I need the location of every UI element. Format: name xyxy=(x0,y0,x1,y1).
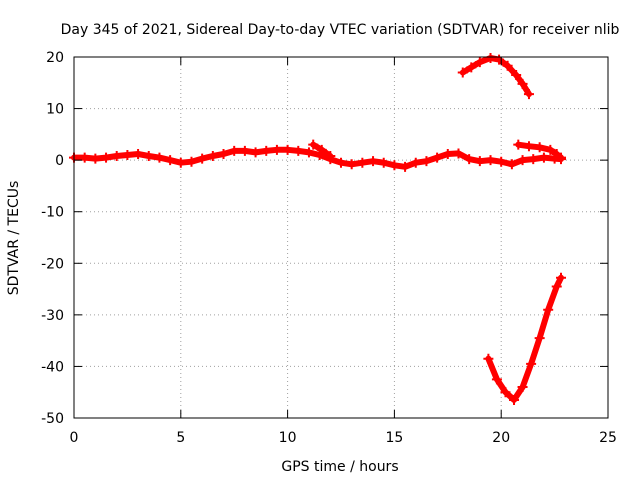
data-point xyxy=(466,62,477,73)
data-point xyxy=(282,144,293,155)
x-tick-label: 15 xyxy=(385,430,403,446)
data-point xyxy=(534,142,545,153)
data-point xyxy=(545,144,556,155)
data-point xyxy=(543,304,554,315)
data-point xyxy=(410,157,421,168)
data-point xyxy=(517,382,528,393)
series-line xyxy=(485,274,564,403)
data-point xyxy=(239,145,250,156)
data-point xyxy=(538,152,549,163)
data-point xyxy=(389,160,400,171)
data-point xyxy=(442,148,453,159)
data-point xyxy=(523,89,534,100)
y-tick-label: -10 xyxy=(41,205,64,221)
data-point xyxy=(556,152,567,163)
y-tick-label: 10 xyxy=(46,102,64,118)
y-axis-label: SDTVAR / TECUs xyxy=(6,181,22,296)
y-tick-label: 20 xyxy=(46,50,64,66)
data-point xyxy=(175,157,186,168)
data-point xyxy=(491,374,502,385)
data-point xyxy=(526,358,537,369)
series-upper-arc xyxy=(457,53,534,100)
data-point xyxy=(528,154,539,165)
data-point xyxy=(250,147,261,158)
data-point xyxy=(271,144,282,155)
data-point xyxy=(485,155,496,166)
data-point xyxy=(400,161,411,172)
data-point xyxy=(485,53,496,64)
data-point xyxy=(502,60,513,71)
data-point xyxy=(336,157,346,168)
data-point xyxy=(551,281,562,292)
data-point xyxy=(357,157,368,168)
data-point xyxy=(90,153,101,164)
data-point xyxy=(261,145,272,156)
y-tick-label: -30 xyxy=(41,308,64,324)
data-point xyxy=(316,144,327,155)
data-point xyxy=(197,153,208,164)
series-right-segment xyxy=(513,139,567,163)
data-point xyxy=(325,151,336,162)
x-tick-label: 20 xyxy=(492,430,510,446)
data-point xyxy=(483,353,494,364)
y-tick-label: -40 xyxy=(41,359,64,375)
plot-frame xyxy=(73,56,609,419)
data-point xyxy=(523,141,534,152)
data-point xyxy=(165,155,176,166)
data-point xyxy=(421,156,432,167)
data-point xyxy=(79,152,90,163)
data-point xyxy=(308,139,319,150)
data-point xyxy=(556,272,567,283)
data-point xyxy=(186,156,197,167)
data-point xyxy=(534,333,545,344)
data-point xyxy=(432,152,443,163)
data-point xyxy=(229,145,240,156)
series-line xyxy=(71,146,564,170)
data-point xyxy=(500,387,511,398)
data-point xyxy=(207,151,218,162)
data-point xyxy=(474,57,485,68)
data-point xyxy=(506,159,517,170)
data-series xyxy=(69,53,567,405)
data-point xyxy=(111,151,122,162)
series-main xyxy=(69,144,567,172)
data-point xyxy=(154,152,165,163)
x-tick-label: 5 xyxy=(176,430,185,446)
data-point xyxy=(494,54,505,65)
data-point xyxy=(453,148,464,159)
y-tick-label: -50 xyxy=(41,411,64,427)
data-point xyxy=(133,148,144,159)
data-point xyxy=(464,154,475,165)
chart-title: Day 345 of 2021, Sidereal Day-to-day VTE… xyxy=(61,22,620,38)
y-tick-label: -20 xyxy=(41,256,64,272)
data-point xyxy=(303,147,314,158)
data-point xyxy=(368,156,379,167)
data-point xyxy=(346,159,357,170)
data-point xyxy=(457,67,468,78)
x-tick-label: 10 xyxy=(279,430,297,446)
data-point xyxy=(218,148,229,159)
data-point xyxy=(513,139,524,150)
x-tick-label: 25 xyxy=(599,430,617,446)
x-axis-label: GPS time / hours xyxy=(281,459,398,475)
data-point xyxy=(517,155,528,166)
data-point xyxy=(509,394,520,405)
data-point xyxy=(511,70,522,81)
data-point xyxy=(122,149,133,160)
x-tick-label: 0 xyxy=(70,430,79,446)
data-point xyxy=(143,151,154,162)
series-kink xyxy=(308,139,336,162)
data-point xyxy=(378,157,389,168)
data-point xyxy=(474,156,485,167)
data-point xyxy=(293,145,304,156)
data-point xyxy=(101,152,112,163)
series-lower-arc xyxy=(483,272,567,405)
data-point xyxy=(496,156,507,167)
data-point xyxy=(517,78,528,89)
axis-ticks: 0 5 10 15 20 25 20 10 0 -10 -20 -30 -40 -50 xyxy=(41,50,617,446)
y-tick-label: 0 xyxy=(55,153,64,169)
